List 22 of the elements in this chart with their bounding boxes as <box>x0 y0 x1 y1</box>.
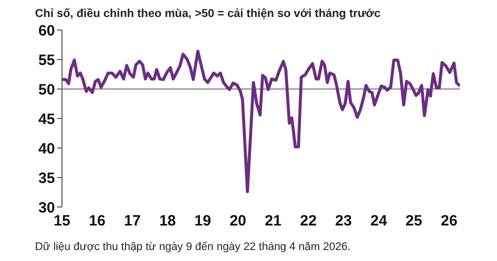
y-tick-label: 30 <box>38 199 55 216</box>
y-tick-label: 35 <box>38 170 55 187</box>
line-series <box>62 50 460 194</box>
x-tick-label: 16 <box>88 212 106 230</box>
y-tick-label: 45 <box>38 110 55 128</box>
x-tick-label: 20 <box>230 212 246 230</box>
x-tick-label: 17 <box>124 212 141 230</box>
x-tick-label: 21 <box>264 212 282 230</box>
y-tick-label: 40 <box>38 140 55 158</box>
y-tick-label: 60 <box>38 22 55 40</box>
y-tick-label: 55 <box>38 52 55 69</box>
x-tick-label: 26 <box>440 212 458 230</box>
x-tick-label: 24 <box>370 212 388 230</box>
x-tick-label: 18 <box>159 212 176 230</box>
x-tick-label: 15 <box>54 212 70 230</box>
chart-subtitle: Chỉ số, điều chỉnh theo mùa, >50 = cải thiện so với tháng trước <box>34 8 382 22</box>
x-tick-label: 25 <box>406 212 422 230</box>
y-tick-label: 50 <box>38 81 55 98</box>
x-tick-label: 22 <box>300 212 317 230</box>
x-tick-label: 23 <box>335 212 352 230</box>
text: Dữ liệu được thu thập từ ngày 9 đến ngày 22 tháng 4 năm 2026. <box>35 241 352 253</box>
x-tick-label: 19 <box>194 212 212 230</box>
